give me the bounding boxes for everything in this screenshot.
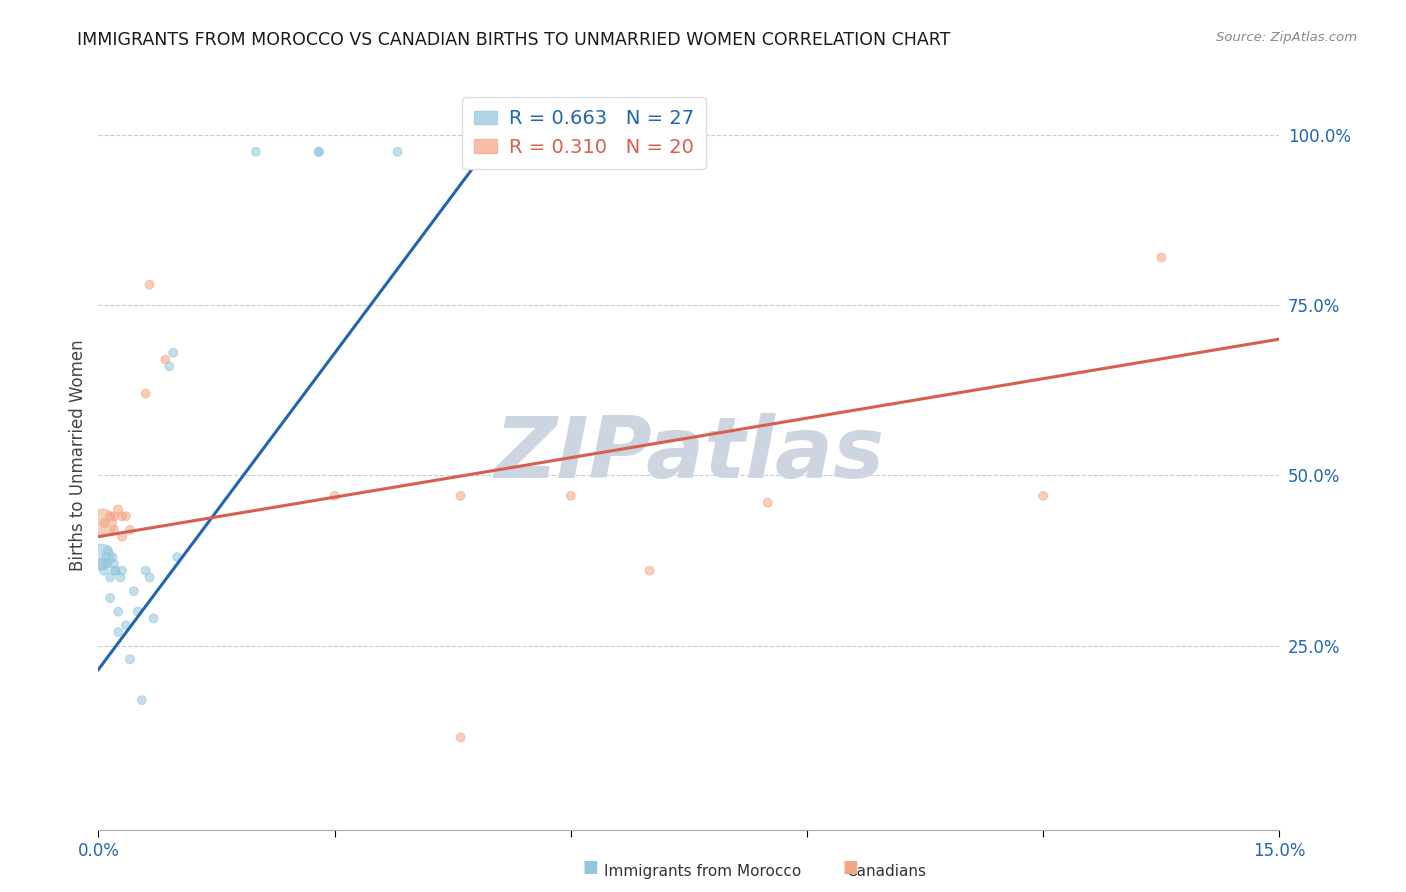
Text: Source: ZipAtlas.com: Source: ZipAtlas.com — [1216, 31, 1357, 45]
Point — [101, 550, 124, 565]
Point — [560, 489, 582, 503]
Point — [107, 605, 129, 619]
Point — [122, 584, 145, 599]
Point — [98, 591, 121, 605]
Point — [157, 359, 180, 374]
Point — [162, 345, 184, 359]
Point — [103, 557, 125, 571]
Point — [103, 523, 125, 537]
Point — [135, 386, 157, 401]
Point — [127, 605, 149, 619]
Point — [93, 564, 115, 578]
Point — [1032, 489, 1054, 503]
Point — [450, 731, 472, 745]
Text: Immigrants from Morocco: Immigrants from Morocco — [605, 863, 801, 879]
Point — [93, 516, 115, 530]
Point — [131, 693, 153, 707]
Legend: R = 0.663   N = 27, R = 0.310   N = 20: R = 0.663 N = 27, R = 0.310 N = 20 — [463, 97, 706, 169]
Point — [91, 516, 114, 530]
Point — [638, 564, 661, 578]
Point — [90, 550, 112, 565]
Point — [308, 145, 330, 159]
Point — [450, 489, 472, 503]
Text: ■: ■ — [582, 858, 599, 876]
Point — [111, 509, 134, 524]
Point — [387, 145, 409, 159]
Point — [138, 570, 160, 584]
Text: IMMIGRANTS FROM MOROCCO VS CANADIAN BIRTHS TO UNMARRIED WOMEN CORRELATION CHART: IMMIGRANTS FROM MOROCCO VS CANADIAN BIRT… — [77, 31, 950, 49]
Point — [166, 550, 188, 565]
Point — [115, 618, 138, 632]
Point — [104, 564, 127, 578]
Point — [111, 530, 134, 544]
Point — [103, 509, 125, 524]
Point — [1150, 251, 1173, 265]
Point — [98, 570, 121, 584]
Point — [91, 557, 114, 571]
Text: ZIPatlas: ZIPatlas — [494, 413, 884, 497]
Point — [110, 570, 132, 584]
Point — [118, 652, 141, 666]
Point — [111, 564, 134, 578]
Point — [115, 509, 138, 524]
Point — [107, 625, 129, 640]
Point — [96, 557, 118, 571]
Point — [103, 564, 125, 578]
Point — [118, 523, 141, 537]
Point — [323, 489, 346, 503]
Point — [245, 145, 267, 159]
Point — [96, 550, 118, 565]
Point — [135, 564, 157, 578]
Point — [756, 495, 779, 509]
Point — [155, 352, 177, 367]
Point — [138, 277, 160, 292]
Point — [107, 502, 129, 516]
Text: ■: ■ — [842, 858, 859, 876]
Point — [142, 611, 165, 625]
Point — [98, 509, 121, 524]
Point — [97, 543, 120, 558]
Text: Canadians: Canadians — [846, 863, 925, 879]
Point — [308, 145, 330, 159]
Y-axis label: Births to Unmarried Women: Births to Unmarried Women — [69, 339, 87, 571]
